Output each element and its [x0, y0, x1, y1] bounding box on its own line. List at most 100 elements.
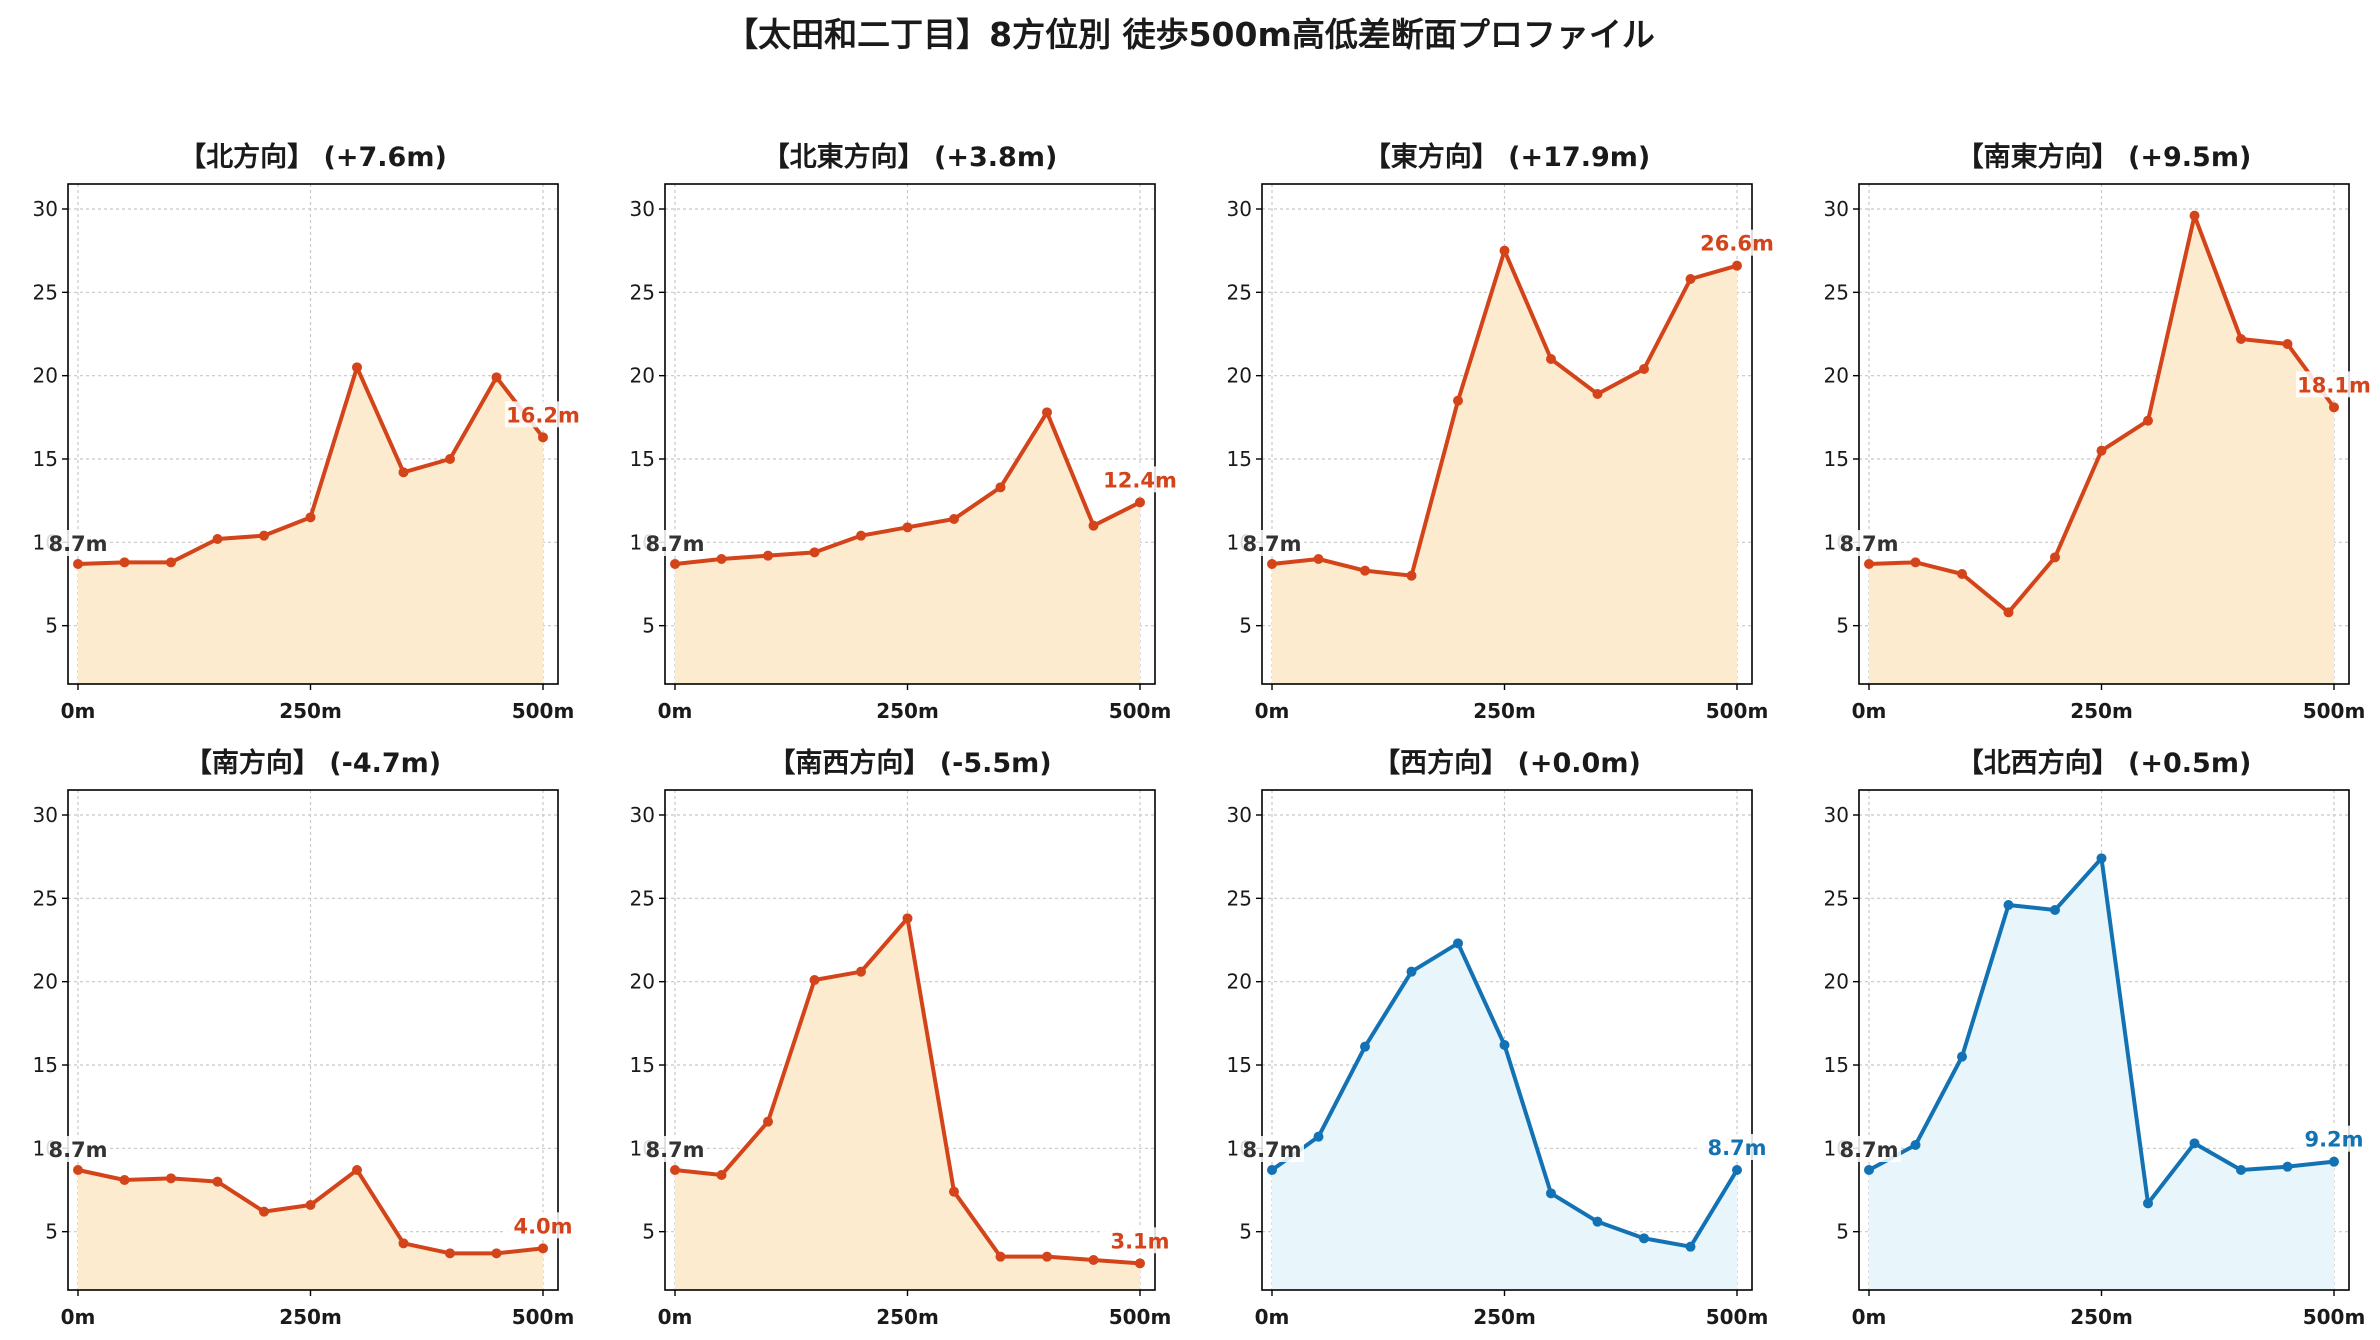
data-point	[1592, 389, 1603, 399]
x-tick-label: 0m	[61, 699, 96, 723]
data-point	[212, 1176, 223, 1187]
data-point	[2096, 853, 2107, 864]
axes-frame	[664, 789, 1156, 1291]
panel-title: 【北東方向】 (+3.8m)	[763, 141, 1058, 173]
x-tick-label: 250m	[876, 699, 939, 723]
x-tick-label: 0m	[1852, 1305, 1887, 1329]
data-point	[1135, 1258, 1145, 1269]
area-fill	[675, 918, 1140, 1290]
data-point	[1685, 274, 1696, 284]
data-point	[902, 522, 913, 533]
data-point	[763, 1116, 773, 1127]
y-tick-label: 30	[1824, 803, 1849, 827]
data-point	[1406, 966, 1417, 977]
y-tick-label: 20	[1824, 364, 1849, 388]
data-point	[995, 1251, 1006, 1262]
y-tick-label: 30	[33, 803, 58, 827]
data-point	[809, 547, 820, 558]
data-point	[2003, 607, 2014, 618]
y-tick-label: 5	[45, 614, 58, 638]
end-label: 12.4m	[1103, 468, 1177, 492]
x-tick-label: 500m	[1109, 1305, 1172, 1329]
data-point	[949, 1186, 959, 1197]
start-label: 8.7m	[1839, 1138, 1898, 1162]
data-point	[856, 530, 866, 541]
data-point	[1864, 559, 1874, 569]
data-point	[716, 1170, 727, 1180]
data-point	[1957, 569, 1967, 579]
x-tick-label: 500m	[1706, 699, 1769, 723]
data-point	[949, 514, 959, 524]
y-tick-label: 15	[1227, 447, 1252, 471]
data-point	[1313, 1131, 1324, 1142]
data-point	[119, 557, 130, 568]
axes-frame	[1858, 789, 2350, 1291]
y-tick-label: 5	[1836, 1220, 1849, 1244]
x-tick-label: 500m	[1109, 699, 1172, 723]
start-label-bg	[643, 530, 707, 556]
data-point	[1499, 1040, 1510, 1050]
y-tick-label: 30	[1227, 803, 1252, 827]
data-point	[1592, 1216, 1603, 1227]
data-point	[1910, 557, 1921, 568]
x-tick-label: 250m	[279, 1305, 342, 1329]
x-tick-label: 0m	[1255, 699, 1290, 723]
end-label: 8.7m	[1707, 1136, 1766, 1160]
y-tick-label: 20	[630, 970, 655, 994]
end-label-bg	[505, 401, 581, 428]
area-fill	[78, 1170, 543, 1290]
end-label: 26.6m	[1700, 232, 1774, 256]
end-label-bg	[505, 1212, 581, 1239]
data-point	[1360, 1041, 1370, 1052]
y-tick-label: 5	[45, 1220, 58, 1244]
data-point	[2189, 210, 2200, 221]
start-label-bg	[643, 1136, 707, 1162]
data-point	[1088, 1255, 1099, 1265]
data-point	[1639, 364, 1649, 374]
data-point	[763, 550, 773, 561]
data-point	[305, 512, 316, 523]
x-tick-label: 250m	[2070, 699, 2133, 723]
data-point	[445, 454, 455, 464]
data-point	[119, 1175, 130, 1185]
data-point	[1406, 570, 1417, 581]
y-tick-label: 20	[1824, 970, 1849, 994]
data-point	[166, 1173, 176, 1184]
y-tick-label: 20	[1227, 364, 1252, 388]
y-tick-label: 25	[1227, 280, 1252, 304]
start-label-bg	[1837, 1136, 1901, 1162]
start-label: 8.7m	[645, 1138, 704, 1162]
end-label-bg	[1699, 229, 1775, 256]
start-label: 8.7m	[1839, 532, 1898, 556]
x-tick-label: 250m	[876, 1305, 939, 1329]
data-point	[1546, 1188, 1556, 1199]
x-tick-label: 0m	[658, 699, 693, 723]
data-point	[2236, 334, 2246, 344]
y-tick-label: 15	[33, 1053, 58, 1077]
x-tick-label: 250m	[1473, 1305, 1536, 1329]
data-point	[259, 1206, 269, 1217]
y-tick-label: 30	[1227, 197, 1252, 221]
axes-frame	[1858, 183, 2350, 685]
area-fill	[1869, 858, 2334, 1290]
x-tick-label: 500m	[2303, 699, 2366, 723]
figure-title: 【太田和二丁目】8方位別 徒歩500m高低差断面プロファイル	[725, 15, 1655, 54]
end-label: 4.0m	[513, 1214, 572, 1238]
y-tick-label: 25	[630, 280, 655, 304]
area-fill	[1272, 943, 1737, 1290]
data-point	[2282, 339, 2293, 349]
data-point	[491, 1248, 502, 1259]
end-label: 3.1m	[1110, 1229, 1169, 1253]
end-label-bg	[1102, 1227, 1178, 1254]
data-point	[1910, 1140, 1921, 1150]
data-point	[1088, 520, 1099, 531]
data-point	[1864, 1165, 1874, 1175]
data-point	[2050, 905, 2060, 915]
data-point	[809, 975, 820, 985]
axes-frame	[67, 789, 559, 1291]
data-point	[1042, 1251, 1052, 1262]
